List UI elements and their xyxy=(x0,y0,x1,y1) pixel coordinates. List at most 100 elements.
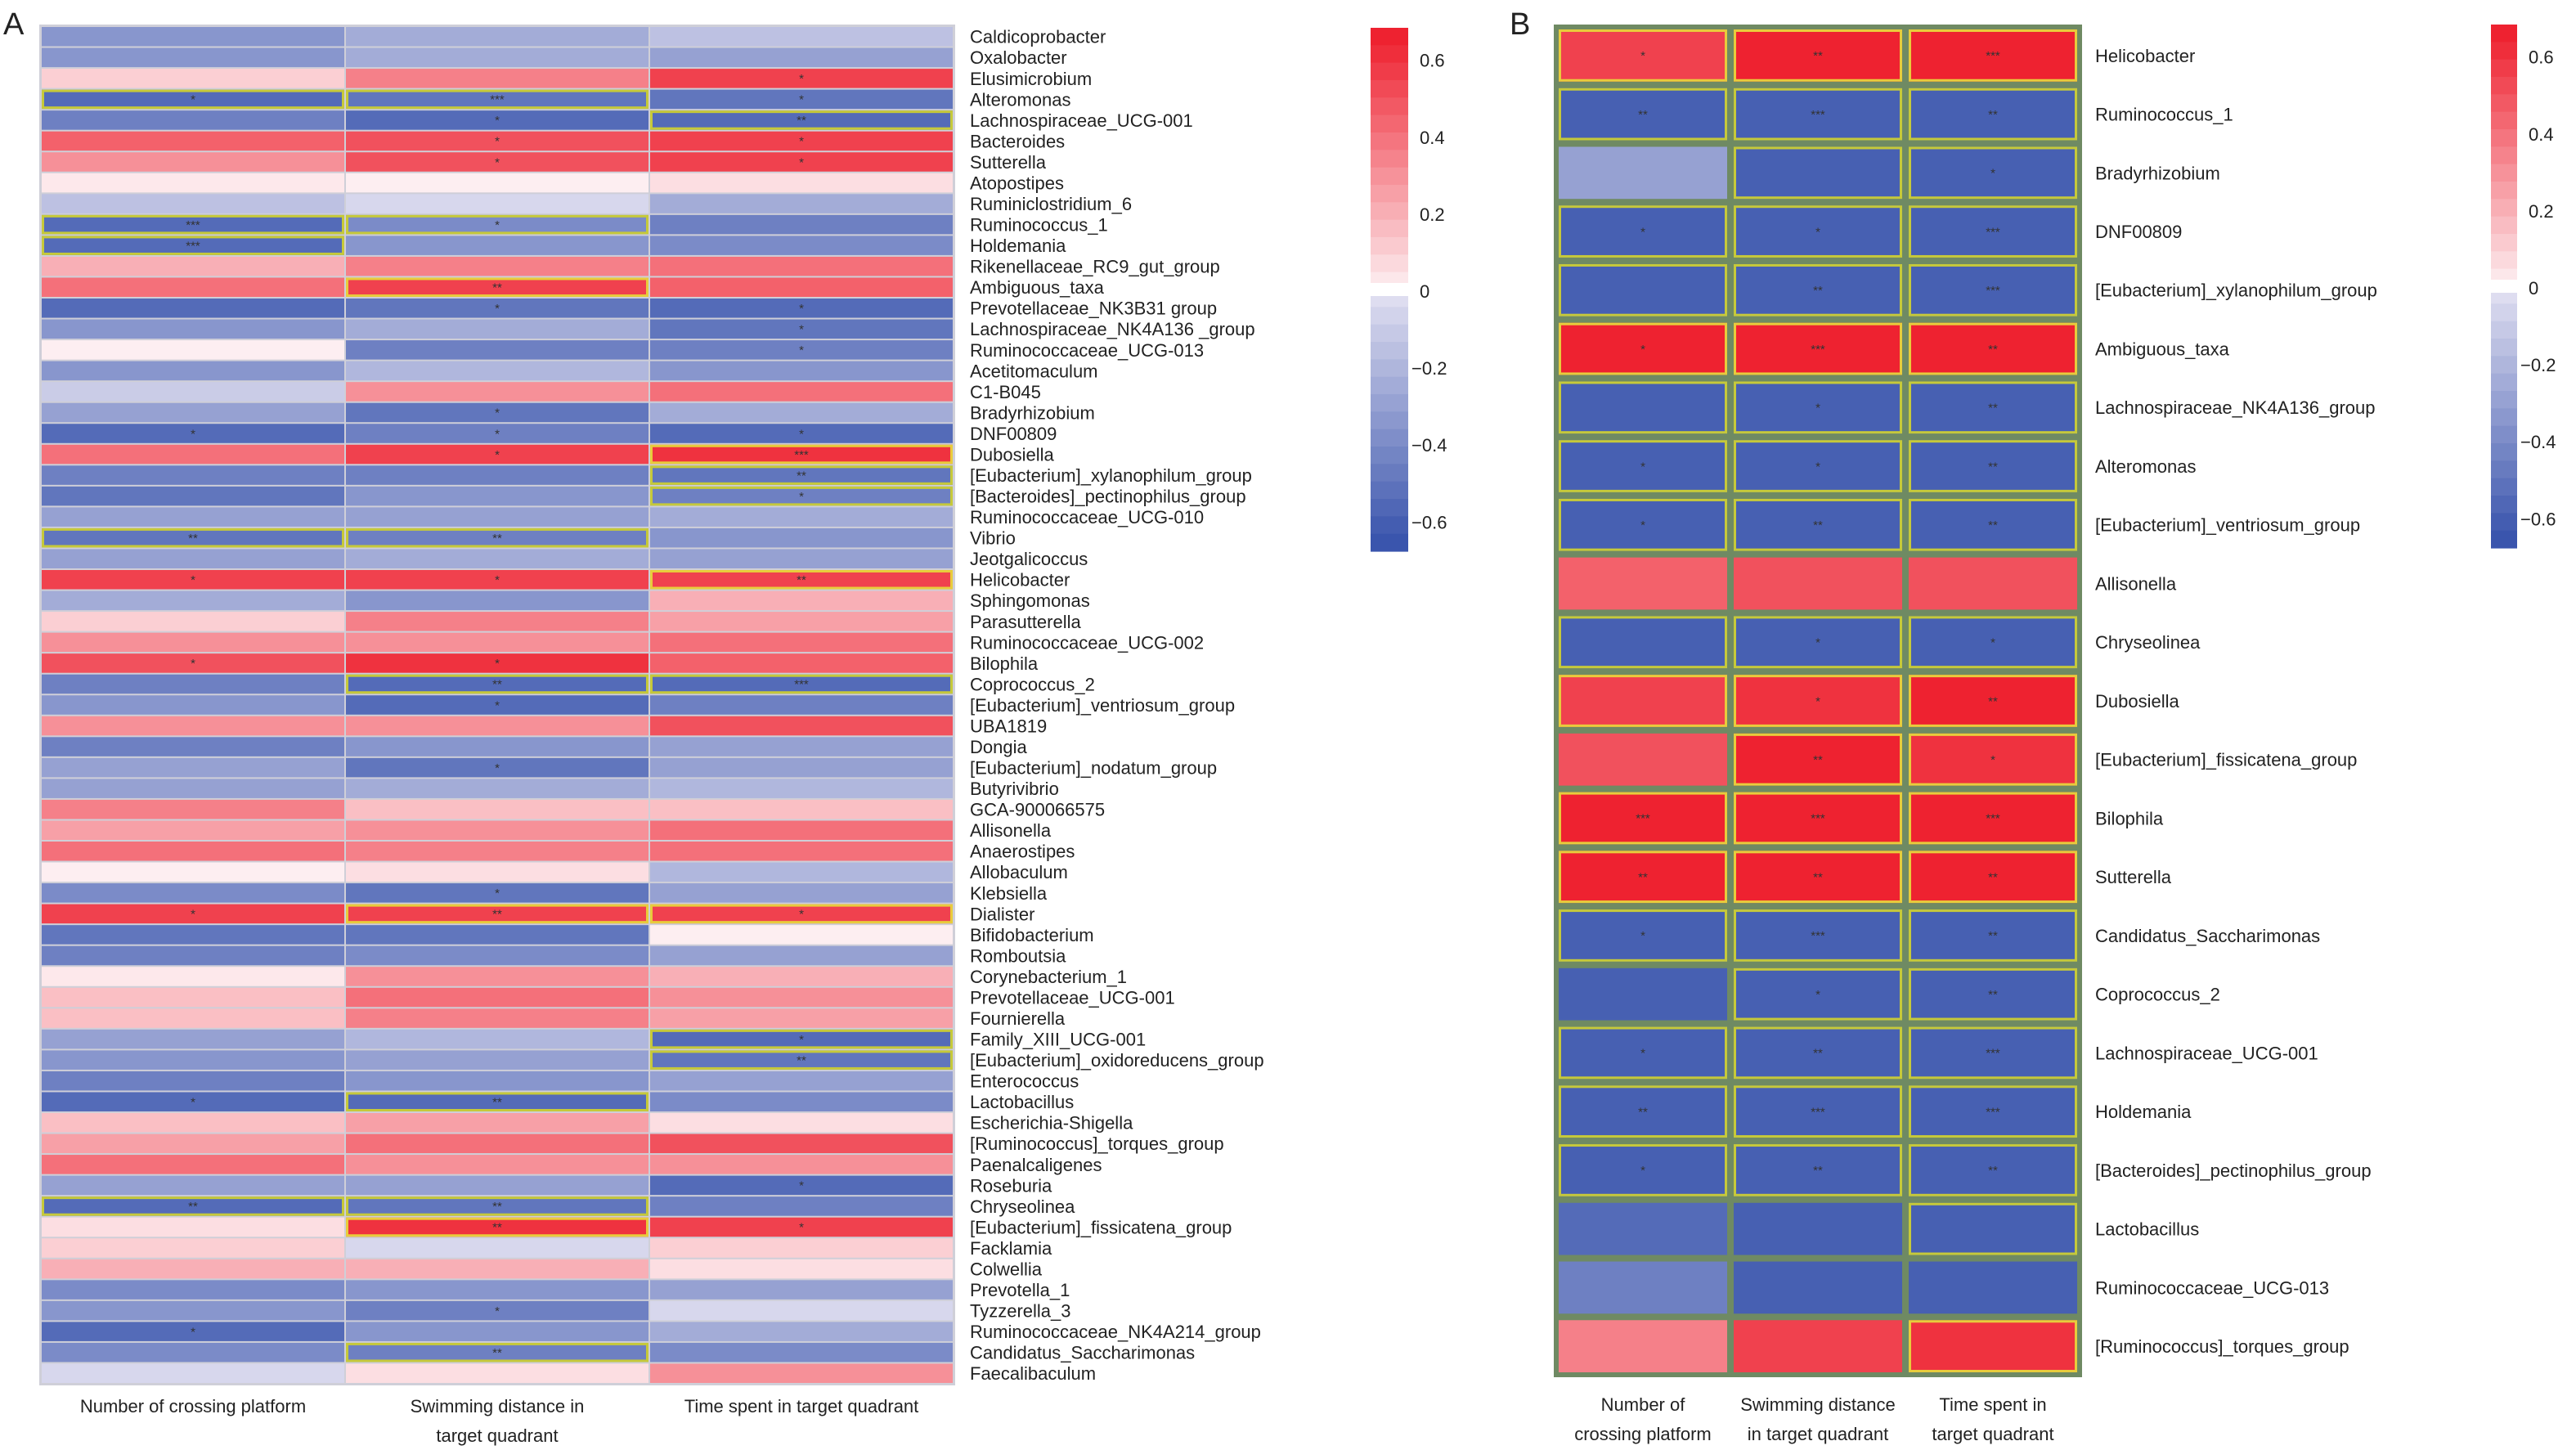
panel-b-highlight-box xyxy=(1909,322,2077,375)
panel-a-highlight-box xyxy=(346,904,648,924)
panel-b-highlight-box xyxy=(1909,205,2077,258)
panel-a-significance-mark: * xyxy=(799,155,804,169)
panel-a-highlight-box xyxy=(42,214,344,235)
panel-a-significance-mark: * xyxy=(191,1325,195,1339)
panel-b-significance-mark: *** xyxy=(1811,929,1825,943)
panel-b-significance-mark: * xyxy=(1990,636,1995,650)
panel-b-legend-swatch xyxy=(2491,478,2517,496)
panel-a-cell xyxy=(42,299,344,318)
panel-a-cell xyxy=(42,799,344,819)
panel-a-cell xyxy=(650,110,953,130)
panel-b-cell xyxy=(1559,322,1727,375)
panel-a-row-label: Elusimicrobium xyxy=(970,69,1092,89)
panel-b-column-label: Number of xyxy=(1601,1394,1686,1415)
panel-a-highlight-box xyxy=(650,904,953,924)
panel-a-cell xyxy=(650,1196,953,1216)
panel-b-column-label: crossing platform xyxy=(1574,1424,1712,1444)
panel-a-cell xyxy=(346,382,648,402)
panel-a-cell xyxy=(42,194,344,213)
panel-a-cell xyxy=(650,1008,953,1028)
panel-a-cell xyxy=(650,507,953,527)
panel-a-cell xyxy=(346,1322,648,1341)
panel-a-cell xyxy=(346,737,648,756)
panel-b-row-label: Allisonella xyxy=(2095,573,2177,594)
panel-a-cell xyxy=(42,465,344,485)
panel-a-significance-mark: * xyxy=(799,1221,804,1235)
panel-a-row-label: Ruminococcaceae_UCG-010 xyxy=(970,507,1204,527)
panel-b-highlight-box xyxy=(1909,29,2077,82)
panel-b-significance-mark: ** xyxy=(1988,694,1998,708)
panel-a-cell xyxy=(346,612,648,631)
panel-a-cell xyxy=(650,1029,953,1049)
panel-a-significance-mark: *** xyxy=(490,93,505,107)
panel-b-highlight-box xyxy=(1909,1085,2077,1138)
panel-b-cell xyxy=(1734,792,1902,845)
panel-b-cell xyxy=(1734,205,1902,258)
panel-a-significance-mark: ** xyxy=(797,1053,806,1067)
panel-a-cell xyxy=(650,194,953,213)
panel-a-cell xyxy=(650,299,953,318)
panel-a-cell xyxy=(650,612,953,631)
panel-a-cell xyxy=(346,424,648,443)
panel-a-cell xyxy=(42,820,344,840)
panel-b-highlight-box xyxy=(1909,1320,2077,1372)
panel-a-row-label: Atopostipes xyxy=(970,173,1064,193)
panel-a-cell xyxy=(346,1029,648,1049)
panel-b-row-label: [Eubacterium]_ventriosum_group xyxy=(2095,515,2360,536)
panel-a-cell xyxy=(42,1196,344,1216)
panel-b-highlight-box xyxy=(1734,440,1902,492)
panel-a-highlight-box xyxy=(42,236,344,255)
panel-a-legend-swatch xyxy=(1371,342,1408,360)
panel-a-highlight-box xyxy=(650,486,953,506)
panel-a-row-label: Sphingomonas xyxy=(970,590,1090,611)
panel-a-cell xyxy=(42,1008,344,1028)
panel-a-legend-swatch xyxy=(1371,150,1408,168)
panel-b-significance-mark: * xyxy=(1640,49,1645,63)
panel-a-significance-mark: * xyxy=(799,135,804,149)
panel-b-legend-swatch xyxy=(2491,94,2517,113)
panel-b-highlight-box xyxy=(1909,88,2077,141)
panel-a-cell xyxy=(42,1113,344,1133)
panel-b-highlight-box xyxy=(1734,322,1902,375)
panel-b-cell xyxy=(1734,733,1902,786)
panel-b-legend-tick: 0.4 xyxy=(2529,124,2554,145)
panel-a-cell xyxy=(42,27,344,47)
panel-a-legend-swatch xyxy=(1371,464,1408,483)
panel-a-legend-tick: −0.4 xyxy=(1411,435,1447,456)
panel-b-row-label: Ambiguous_taxa xyxy=(2095,339,2230,359)
panel-a-cell xyxy=(650,256,953,276)
panel-a-highlight-box xyxy=(346,1342,648,1362)
panel-a-legend-swatch xyxy=(1371,481,1408,500)
panel-b-cell xyxy=(1909,1144,2077,1196)
panel-b-legend-tick: 0.6 xyxy=(2529,47,2554,68)
panel-b-highlight-box xyxy=(1559,1026,1727,1080)
panel-a-cell xyxy=(42,1029,344,1049)
panel-a-cell xyxy=(346,214,648,235)
panel-a-significance-mark: * xyxy=(495,155,500,169)
panel-a-cell xyxy=(42,1155,344,1174)
panel-a-cell xyxy=(346,444,648,465)
panel-b-cell xyxy=(1734,851,1902,904)
panel-b-cell xyxy=(1559,792,1727,845)
panel-a-cell xyxy=(42,214,344,235)
panel-a-cell xyxy=(42,695,344,715)
panel-a-cell xyxy=(650,47,953,68)
panel-a-cell xyxy=(42,152,344,172)
panel-a-row-label: Allobaculum xyxy=(970,862,1068,882)
panel-b-significance-mark: ** xyxy=(1813,49,1823,63)
panel-a-cell xyxy=(42,256,344,276)
panel-b-highlight-box xyxy=(1734,205,1902,258)
panel-a-significance-mark: ** xyxy=(797,573,806,587)
panel-a-cell xyxy=(650,716,953,736)
panel-a-legend-swatch xyxy=(1371,254,1408,273)
panel-b-highlight-box xyxy=(1734,88,1902,141)
panel-a-row-label: Dialister xyxy=(970,904,1034,924)
panel-a-cell xyxy=(346,1280,648,1300)
panel-b-legend-swatch xyxy=(2491,164,2517,182)
panel-b-significance-mark: ** xyxy=(1988,870,1998,884)
panel-b-cell xyxy=(1909,322,2077,375)
panel-b-cell xyxy=(1909,1202,2077,1255)
panel-a-significance-mark: * xyxy=(495,448,500,462)
panel-a-cell xyxy=(650,1050,953,1070)
